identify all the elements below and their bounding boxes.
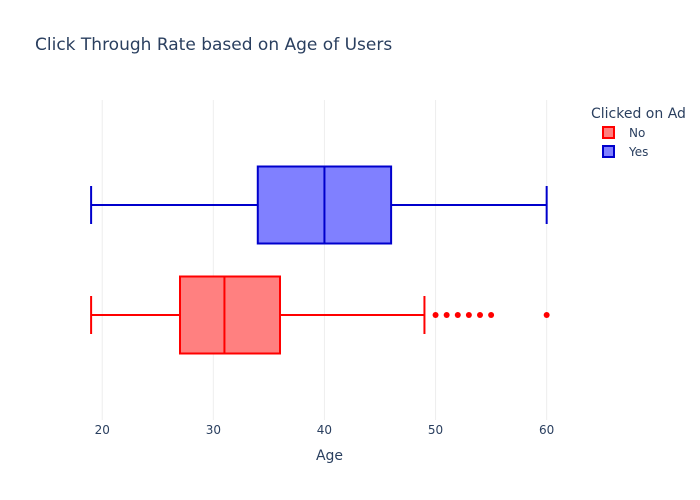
box-iqr-no — [179, 275, 281, 355]
chart-title: Click Through Rate based on Age of Users — [35, 35, 392, 55]
x-tick-label-40: 40 — [317, 423, 332, 437]
legend-label-no: No — [629, 126, 645, 140]
box-trace-no — [90, 275, 550, 355]
x-tick-label-30: 30 — [206, 423, 221, 437]
gridlines — [101, 100, 548, 420]
x-tick-label-20: 20 — [95, 423, 110, 437]
outlier-point-no-60 — [543, 312, 550, 318]
legend-swatch-no — [602, 126, 615, 139]
x-axis-ticks: 20 30 40 50 60 — [95, 423, 555, 437]
legend-label-yes: Yes — [628, 145, 648, 159]
legend: Clicked on Ad No Yes — [591, 106, 686, 159]
x-tick-label-50: 50 — [428, 423, 443, 437]
outlier-point-no-54 — [477, 312, 483, 318]
x-tick-label-60: 60 — [539, 423, 554, 437]
legend-title: Clicked on Ad — [591, 106, 686, 122]
outlier-point-no-50 — [432, 312, 439, 318]
outlier-point-no-53 — [465, 312, 472, 318]
outlier-point-no-55 — [488, 312, 495, 318]
box-trace-yes — [90, 165, 548, 245]
outlier-point-no-52 — [454, 312, 461, 318]
box-traces — [90, 165, 550, 355]
x-axis-title: Age — [316, 448, 343, 464]
legend-swatch-yes — [602, 145, 615, 158]
outlier-point-no-51 — [443, 312, 450, 318]
